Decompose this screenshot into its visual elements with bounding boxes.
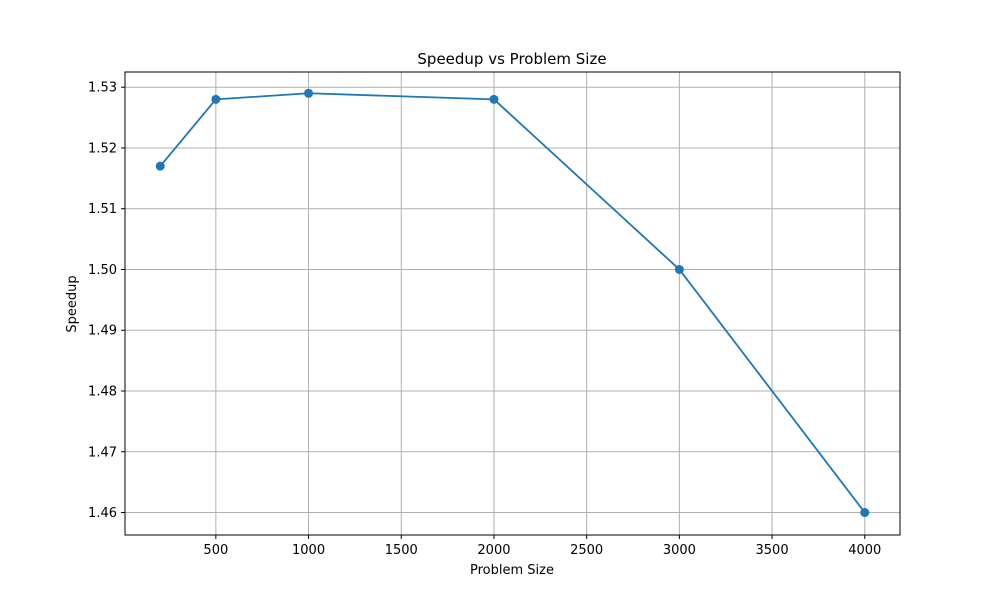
y-axis-label: Speedup [65, 275, 80, 332]
y-tick-label: 1.51 [88, 202, 117, 217]
y-tick-label: 1.46 [88, 506, 117, 521]
y-tick-label: 1.53 [88, 81, 117, 96]
y-tick-label: 1.50 [88, 263, 117, 278]
tick-labels: 500 1000 1500 2000 2500 3000 3500 4000 1.46 1.47 1… [88, 81, 881, 558]
x-tick-label: 1500 [385, 543, 418, 558]
x-axis-label: Problem Size [470, 563, 554, 578]
x-tick-label: 2500 [570, 543, 603, 558]
x-tick-label: 4000 [848, 543, 881, 558]
series-line [159, 92, 866, 514]
chart-title: Speedup vs Problem Size [417, 50, 606, 68]
y-tick-label: 1.48 [88, 384, 117, 399]
x-tick-label: 1000 [292, 543, 325, 558]
data-point-marker [211, 94, 221, 104]
data-point-marker [304, 88, 314, 98]
y-tick-label: 1.49 [88, 324, 117, 339]
grid [125, 72, 900, 535]
plot-frame [124, 71, 901, 536]
series-layer [155, 88, 870, 518]
x-tick-label: 3000 [663, 543, 696, 558]
data-point-marker [489, 94, 499, 104]
tick-marks [121, 86, 866, 539]
data-point-marker [155, 161, 165, 171]
data-point-marker [860, 508, 870, 518]
y-tick-label: 1.47 [88, 445, 117, 460]
x-tick-label: 3500 [756, 543, 789, 558]
x-tick-label: 500 [203, 543, 228, 558]
x-tick-label: 2000 [477, 543, 510, 558]
data-point-marker [674, 264, 684, 274]
y-tick-label: 1.52 [88, 141, 117, 156]
